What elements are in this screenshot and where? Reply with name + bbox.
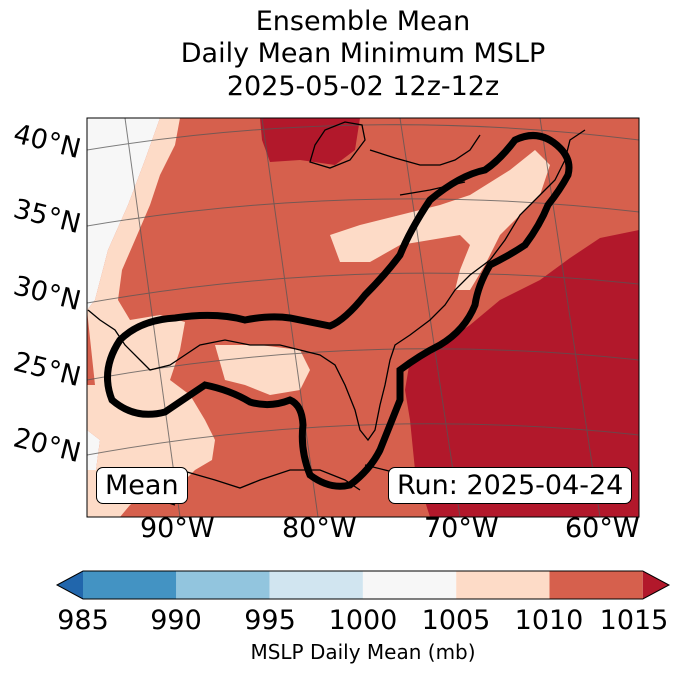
lon-label-60w: 60°W xyxy=(565,513,640,544)
field-1015-great-lakes xyxy=(260,118,360,165)
highlight-contour xyxy=(104,132,573,490)
field-1000-zone-sw xyxy=(87,430,100,470)
mslp-field xyxy=(87,118,639,517)
colorbar-segment-1010 xyxy=(549,571,643,599)
colorbar-segment-990 xyxy=(176,571,270,599)
lon-label-80w: 80°W xyxy=(282,513,357,544)
colorbar-segment-985 xyxy=(83,571,177,599)
colorbar-tick-985: 985 xyxy=(57,605,109,636)
colorbar-under-triangle xyxy=(57,571,83,599)
colorbar-segment-1005 xyxy=(456,571,550,599)
lon-label-90w: 90°W xyxy=(140,513,215,544)
title-line-1: Ensemble Mean xyxy=(255,6,471,37)
title-line-2: Daily Mean Minimum MSLP xyxy=(180,38,546,69)
colorbar-segment-995 xyxy=(269,571,363,599)
map-frame xyxy=(86,117,640,518)
colorbar-label: MSLP Daily Mean (mb) xyxy=(250,640,476,664)
lon-label-70w: 70°W xyxy=(424,513,499,544)
colorbar-segment-1000 xyxy=(362,571,457,599)
colorbar-tick-1010: 1010 xyxy=(514,605,584,636)
colorbar-tick-990: 990 xyxy=(150,605,202,636)
colorbar-tick-1005: 1005 xyxy=(421,605,491,636)
field-1005-gulf xyxy=(215,345,310,395)
field-1015-atlantic xyxy=(405,230,639,517)
title-line-3: 2025-05-02 12z-12z xyxy=(226,71,500,102)
field-1000-zone xyxy=(87,118,160,310)
colorbar-tick-1015: 1015 xyxy=(599,605,669,636)
field-1005-corridor xyxy=(330,150,550,290)
colorbar-outline xyxy=(55,570,671,600)
colorbar-tick-995: 995 xyxy=(244,605,296,636)
field-1005-band-west xyxy=(87,118,215,517)
colorbar-over-triangle xyxy=(642,571,669,599)
colorbar-tick-1000: 1000 xyxy=(328,605,398,636)
mean-label-box: Mean xyxy=(96,467,188,504)
run-date-label-box: Run: 2025-04-24 xyxy=(388,467,633,504)
